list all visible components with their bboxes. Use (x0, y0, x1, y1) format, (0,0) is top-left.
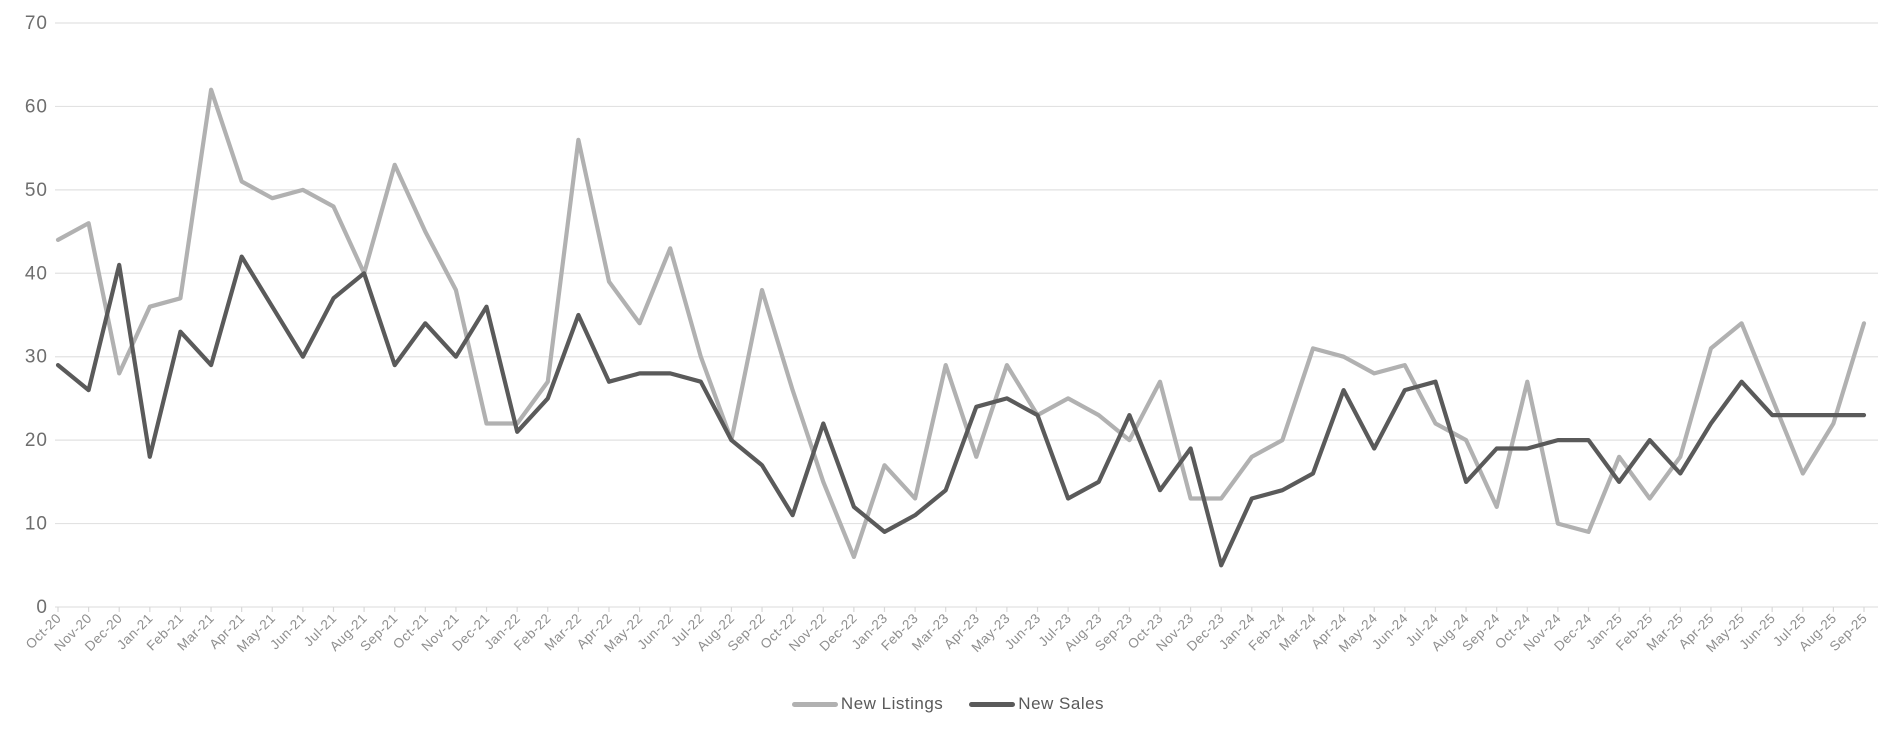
y-tick-label-10: 10 (25, 514, 48, 535)
series-line-new-listings (55, 87, 1867, 560)
legend-label-new-listings: New Listings (840, 694, 944, 713)
legend-line-swatch-new-sales (969, 701, 1016, 707)
legend-line-swatch-new-listings (791, 701, 838, 707)
series-line-new-sales (55, 254, 1867, 568)
y-tick-label-60: 60 (25, 96, 48, 117)
y-tick-label-30: 30 (25, 347, 48, 368)
y-tick-label-70: 70 (25, 13, 48, 34)
legend: New Listings New Sales (0, 694, 1896, 714)
legend-label-new-sales: New Sales (1018, 694, 1105, 713)
legend-item-new-sales: New Sales (969, 694, 1104, 714)
legend-item-new-listings: New Listings (791, 694, 944, 714)
y-tick-label-20: 20 (25, 430, 48, 451)
y-tick-label-50: 50 (25, 180, 48, 201)
y-tick-label-0: 0 (36, 597, 48, 618)
y-tick-label-40: 40 (25, 263, 48, 284)
